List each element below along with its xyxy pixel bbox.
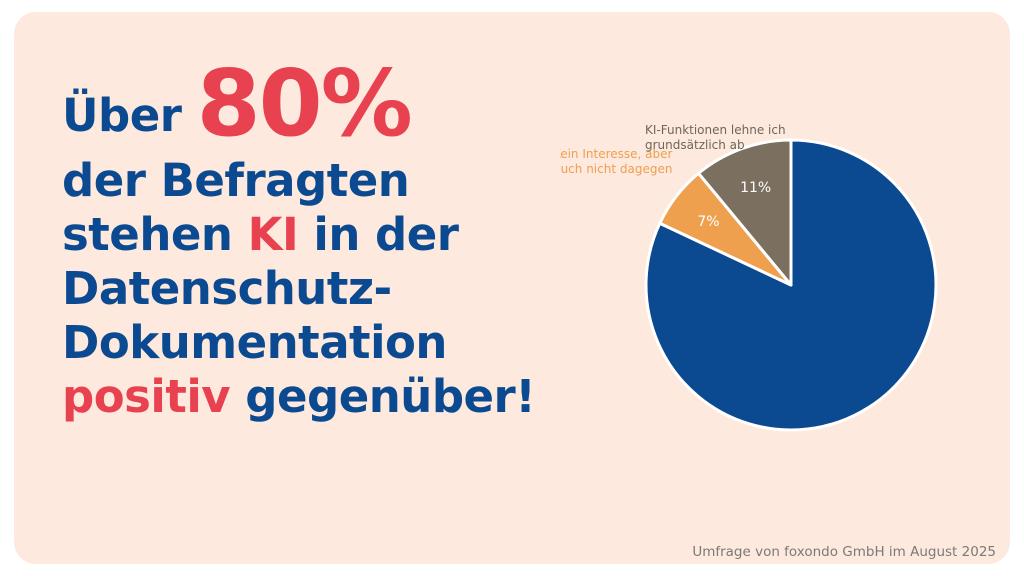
headline-word-stehen: stehen	[62, 208, 233, 261]
headline-line-4: Datenschutz-	[62, 262, 392, 315]
pie-value-label-1: 7%	[697, 214, 719, 230]
headline-line-5: Dokumentation	[62, 316, 447, 369]
headline-line-3: stehen KI in der	[62, 208, 622, 262]
headline-big-percentage: 80%	[196, 50, 413, 157]
headline-word-ueber: Über	[62, 89, 182, 142]
source-note: Umfrage von foxondo GmbH im August 2025	[692, 544, 996, 560]
pie-slice-2	[697, 138, 793, 287]
pie-category-label-1: Kein Interesse, aber auch nicht dagegen	[560, 147, 672, 176]
headline-line-6: positiv gegenüber!	[62, 370, 622, 424]
headline-line-1: Über 80%	[62, 58, 622, 154]
headline-line-2: der Befragten	[62, 154, 410, 207]
headline: Über 80% der Befragten stehen KI in der …	[62, 58, 622, 424]
headline-word-ki: KI	[247, 208, 299, 261]
pie-chart: 7% Kein Interesse, aber auch nicht dagegen…	[560, 123, 938, 432]
headline-word-gegenueber: gegenüber!	[245, 370, 536, 423]
pie-value-label-2: 11%	[740, 180, 771, 196]
pie-category-label-2: KI-Funktionen lehne ich grundsätzlich ab	[645, 123, 786, 152]
headline-words-in-der: in der	[313, 208, 459, 261]
headline-word-positiv: positiv	[62, 370, 231, 423]
